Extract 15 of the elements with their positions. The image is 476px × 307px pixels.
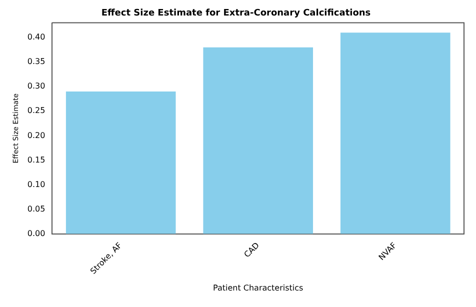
- bar: [340, 32, 450, 234]
- bar: [66, 92, 176, 234]
- y-tick-label: 0.35: [27, 57, 46, 66]
- chart-title: Effect Size Estimate for Extra-Coronary Calcifications: [101, 8, 371, 19]
- bar: [203, 47, 314, 234]
- x-tick-label: CAD: [242, 240, 261, 260]
- y-tick-label: 0.15: [27, 155, 46, 164]
- y-tick-label: 0.25: [27, 106, 46, 116]
- y-tick-label: 0.30: [27, 82, 46, 91]
- y-tick-label: 0.00: [27, 228, 46, 238]
- y-tick-label: 0.40: [27, 32, 46, 42]
- x-axis-title: Patient Characteristics: [212, 283, 304, 292]
- y-tick-label: 0.10: [27, 180, 46, 189]
- y-tick-label: 0.20: [27, 130, 46, 140]
- y-tick-label: 0.05: [27, 204, 46, 214]
